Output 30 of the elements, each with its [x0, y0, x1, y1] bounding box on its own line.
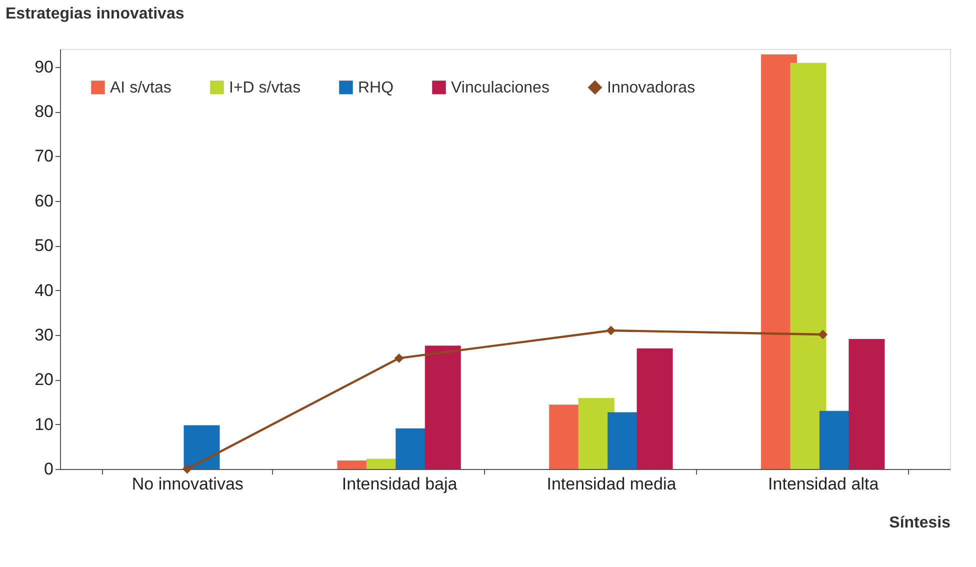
- legend-label: RHQ: [358, 79, 394, 96]
- bar: [848, 338, 885, 469]
- y-tick-label: 70: [34, 146, 54, 166]
- y-tick-label: 90: [34, 57, 54, 76]
- x-tick-label: Intensidad baja: [342, 474, 458, 494]
- y-tick-label: 60: [34, 191, 54, 210]
- bar: [184, 425, 220, 469]
- y-tick-label: 80: [34, 102, 54, 122]
- point: [606, 326, 616, 336]
- y-tick-label: 20: [34, 370, 54, 390]
- point: [394, 353, 404, 363]
- bar: [636, 348, 673, 469]
- y-tick-label: 10: [34, 414, 54, 434]
- x-tick-label: No innovativas: [132, 474, 244, 494]
- x-tick-label: Intensidad alta: [768, 474, 880, 494]
- bar: [424, 346, 461, 469]
- x-axis-title: Síntesis: [889, 514, 951, 532]
- point: [818, 330, 828, 340]
- x-tick-label: Intensidad media: [546, 474, 677, 494]
- legend-label: Innovadoras: [607, 79, 696, 96]
- legend-label: I+D s/vtas: [229, 79, 301, 96]
- legend-label: AI s/vtas: [110, 79, 172, 96]
- point: [182, 464, 192, 474]
- legend-label: Vinculaciones: [451, 79, 550, 96]
- y-tick-label: 50: [34, 236, 54, 256]
- y-tick-label: 30: [34, 325, 54, 344]
- y-tick-label: 0: [44, 460, 54, 478]
- y-tick-label: 40: [34, 280, 54, 300]
- y-axis-title: Estrategias innovativas: [6, 6, 184, 22]
- bar: [790, 62, 826, 469]
